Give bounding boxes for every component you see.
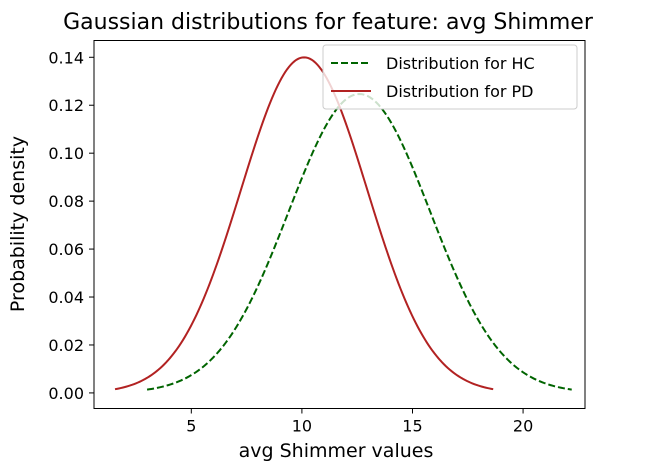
legend: Distribution for HC Distribution for PD [322,44,578,110]
legend-box [322,44,578,110]
x-tick-label: 20 [513,417,533,436]
y-tick-label: 0.04 [48,288,84,307]
y-tick-label: 0.06 [48,240,84,259]
axis-ticks: 5 10 15 20 0.00 0.02 0.04 0.06 0.08 0.10 0.12 0.14 [48,48,533,435]
x-tick-label: 15 [402,417,422,436]
x-tick-label: 5 [186,417,196,436]
chart-title: Gaussian distributions for feature: avg … [63,10,594,35]
y-tick-label: 0.02 [48,336,84,355]
y-tick-label: 0.08 [48,192,84,211]
x-axis-title: avg Shimmer values [239,440,434,462]
y-tick-label: 0.12 [48,96,84,115]
legend-label-pd: Distribution for PD [386,82,533,101]
y-tick-label: 0.14 [48,48,84,67]
x-tick-label: 10 [292,417,312,436]
plot-area-frame [93,40,586,409]
series-line-hc [146,93,572,391]
y-tick-label: 0.00 [48,384,84,403]
series-line-pd [114,56,494,391]
legend-label-hc: Distribution for HC [386,54,535,73]
y-axis-title: Probability density [7,136,29,312]
y-tick-label: 0.10 [48,144,84,163]
